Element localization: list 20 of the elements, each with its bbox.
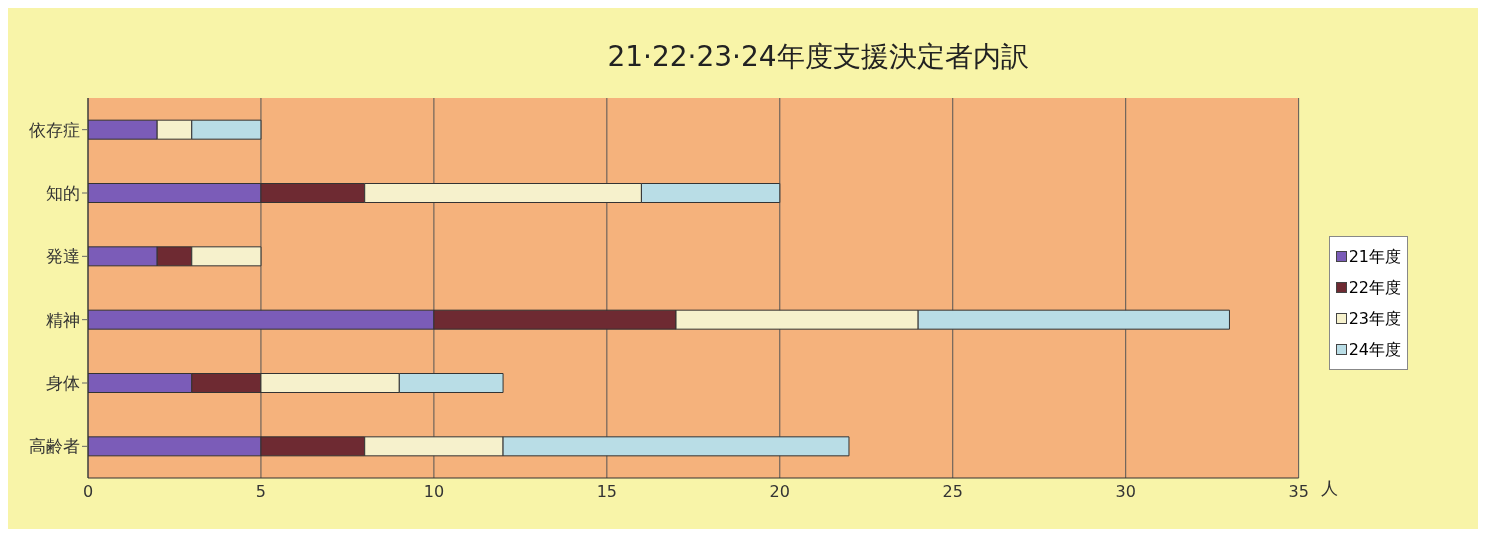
chart-title: 21·22·23·24年度支援決定者内訳 — [606, 39, 1030, 75]
x-tick-label: 0 — [82, 482, 94, 502]
legend-label: 23年度 — [1348, 308, 1401, 330]
y-tick-label: 身体 — [46, 373, 80, 394]
legend-label: 22年度 — [1348, 277, 1401, 299]
x-tick-label: 30 — [1115, 482, 1136, 502]
y-tick-label: 依存症 — [29, 119, 80, 140]
legend-label: 21年度 — [1348, 246, 1401, 268]
legend-label: 24年度 — [1348, 339, 1401, 361]
x-tick-label: 5 — [255, 482, 267, 502]
x-tick-label: 25 — [942, 482, 963, 502]
x-tick-label: 10 — [423, 482, 445, 502]
x-tick-label: 20 — [769, 482, 790, 502]
x-tick-label: 35 — [1288, 482, 1309, 502]
y-tick-label: 精神 — [46, 309, 80, 330]
x-tick-label: 15 — [596, 482, 618, 502]
y-tick-label: 高齢者 — [29, 436, 80, 457]
y-tick-label: 知的 — [46, 183, 80, 204]
x-axis-title: 人 — [1320, 478, 1338, 499]
y-tick-label: 発達 — [46, 246, 80, 267]
